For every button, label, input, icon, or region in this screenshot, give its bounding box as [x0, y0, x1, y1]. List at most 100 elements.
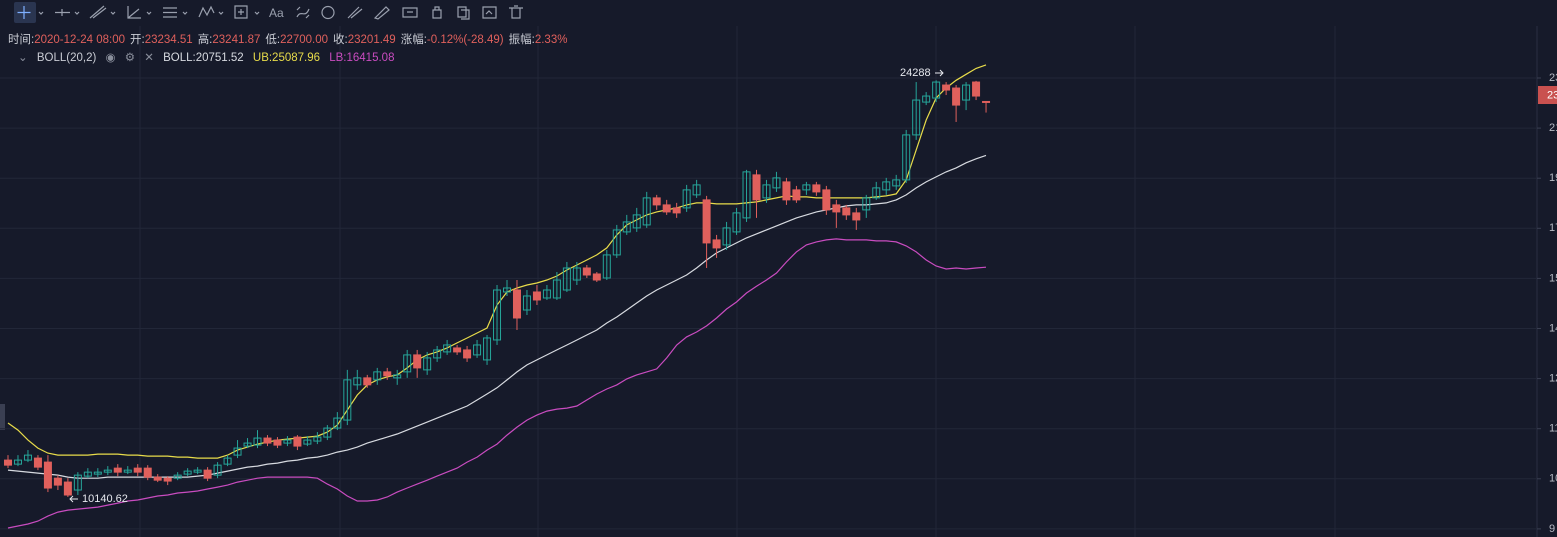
candle-body — [922, 95, 931, 103]
y-tick-label: 23 — [1549, 72, 1557, 84]
candle-body — [592, 273, 601, 281]
info-label: 涨幅: — [400, 34, 427, 46]
y-tick-label: 17 — [1549, 222, 1557, 234]
brush-tool[interactable] — [296, 6, 310, 19]
candle-body — [512, 289, 521, 319]
y-tick-label: 19 — [1549, 172, 1557, 184]
collapse[interactable]: ⌄ — [18, 52, 28, 64]
channel-tool[interactable] — [89, 5, 107, 19]
candle-body — [163, 477, 172, 482]
candle-body — [383, 371, 392, 377]
candle-body — [433, 349, 442, 359]
candle-body — [413, 354, 422, 369]
ruler-tool[interactable] — [347, 6, 363, 19]
price-axis: 23 21 19 17 15 14 12 11 10 9 — [1537, 72, 1557, 535]
candle-body — [572, 267, 581, 281]
candle-body — [393, 374, 402, 379]
lock-tool[interactable] — [432, 6, 442, 19]
candle-body — [692, 184, 701, 196]
candle-body — [223, 457, 232, 465]
close-icon[interactable]: ✕ — [144, 52, 154, 64]
candle-body — [323, 427, 332, 438]
price-tag: 23 — [1547, 89, 1557, 101]
candle-body — [962, 84, 971, 101]
dropdown[interactable] — [110, 11, 116, 15]
info-value: 23201.49 — [347, 34, 396, 46]
screenshot-tool[interactable] — [482, 6, 497, 19]
dropdown[interactable] — [146, 11, 152, 15]
info-label: 高: — [197, 34, 213, 46]
candle-body — [403, 354, 412, 373]
candle-body — [313, 436, 322, 442]
candle-body — [942, 84, 951, 91]
eye-tool[interactable] — [402, 7, 418, 18]
candle-body — [842, 207, 851, 216]
candle-body — [103, 469, 112, 473]
info-label: 收: — [333, 34, 348, 46]
candle-body — [113, 467, 122, 473]
candle-body — [93, 471, 102, 475]
h-grid — [0, 77, 1537, 530]
ohlc-info: 时间:2020-12-24 08:00 开:23234.51 高:23241.87 低… — [8, 31, 572, 47]
settings-icon[interactable]: ⚙ — [124, 52, 136, 64]
candle-body — [972, 81, 981, 97]
y-tick-label: 14 — [1549, 322, 1557, 334]
candle-body — [532, 291, 541, 301]
candle-body — [872, 187, 881, 199]
candle-body — [772, 177, 781, 189]
hline-tool[interactable] — [55, 9, 70, 16]
dropdown[interactable] — [74, 11, 80, 15]
magnet-tool[interactable] — [321, 5, 335, 20]
eye-icon[interactable]: ◉ — [105, 52, 116, 64]
delete-tool[interactable] — [509, 5, 523, 19]
dropdown[interactable] — [38, 11, 44, 15]
boll-legend: ⌄ BOLL(20,2) ◉ ⚙ ✕ BOLL:20751.52 UB:2508… — [18, 50, 400, 64]
candle-body — [622, 221, 631, 233]
y-tick-label: 9 — [1549, 523, 1555, 535]
info-value: 22700.00 — [280, 34, 329, 46]
dropdown[interactable] — [254, 11, 260, 15]
candle-body — [822, 189, 831, 211]
dropdown[interactable] — [182, 11, 188, 15]
copy-tool[interactable] — [457, 6, 470, 20]
candle-body — [483, 337, 492, 361]
candle-body — [672, 207, 681, 214]
candle-body — [193, 469, 202, 473]
candle-body — [4, 459, 12, 466]
price-tag-bg — [1538, 86, 1557, 104]
candle-body — [353, 377, 362, 386]
grid — [139, 26, 1336, 537]
candle-body — [792, 189, 801, 201]
dropdown[interactable] — [218, 11, 224, 15]
candle-body — [63, 481, 72, 496]
candle-body — [632, 214, 641, 229]
angle-tool[interactable] — [127, 6, 141, 19]
candle-body — [373, 371, 382, 381]
info-value: -0.12%(-28.49) — [426, 34, 504, 46]
candle-body — [363, 377, 372, 386]
candle-body — [712, 239, 721, 249]
y-tick-label: 12 — [1549, 373, 1557, 385]
candle-body — [303, 439, 312, 445]
pen-tool[interactable] — [373, 6, 390, 20]
candle-body — [522, 295, 531, 311]
candle-body — [273, 439, 282, 446]
fib-tool[interactable] — [163, 7, 177, 18]
boll-upper: UB:25087.96 — [252, 52, 321, 64]
candle-body — [153, 476, 162, 481]
candle-body — [53, 477, 62, 486]
candle-body — [203, 469, 212, 479]
text-tool[interactable]: Aa — [269, 6, 284, 20]
measure-tool[interactable] — [234, 5, 248, 19]
candle-body — [542, 289, 551, 299]
pattern-tool[interactable] — [198, 5, 215, 18]
candle-body — [852, 212, 861, 221]
candle-body — [473, 344, 482, 356]
candle-body — [33, 457, 42, 468]
candle-body — [892, 179, 901, 187]
info-label: 振幅: — [508, 34, 535, 46]
candles — [4, 80, 991, 497]
info-value: 2020-12-24 08:00 — [34, 34, 126, 46]
candle-body — [263, 437, 272, 444]
